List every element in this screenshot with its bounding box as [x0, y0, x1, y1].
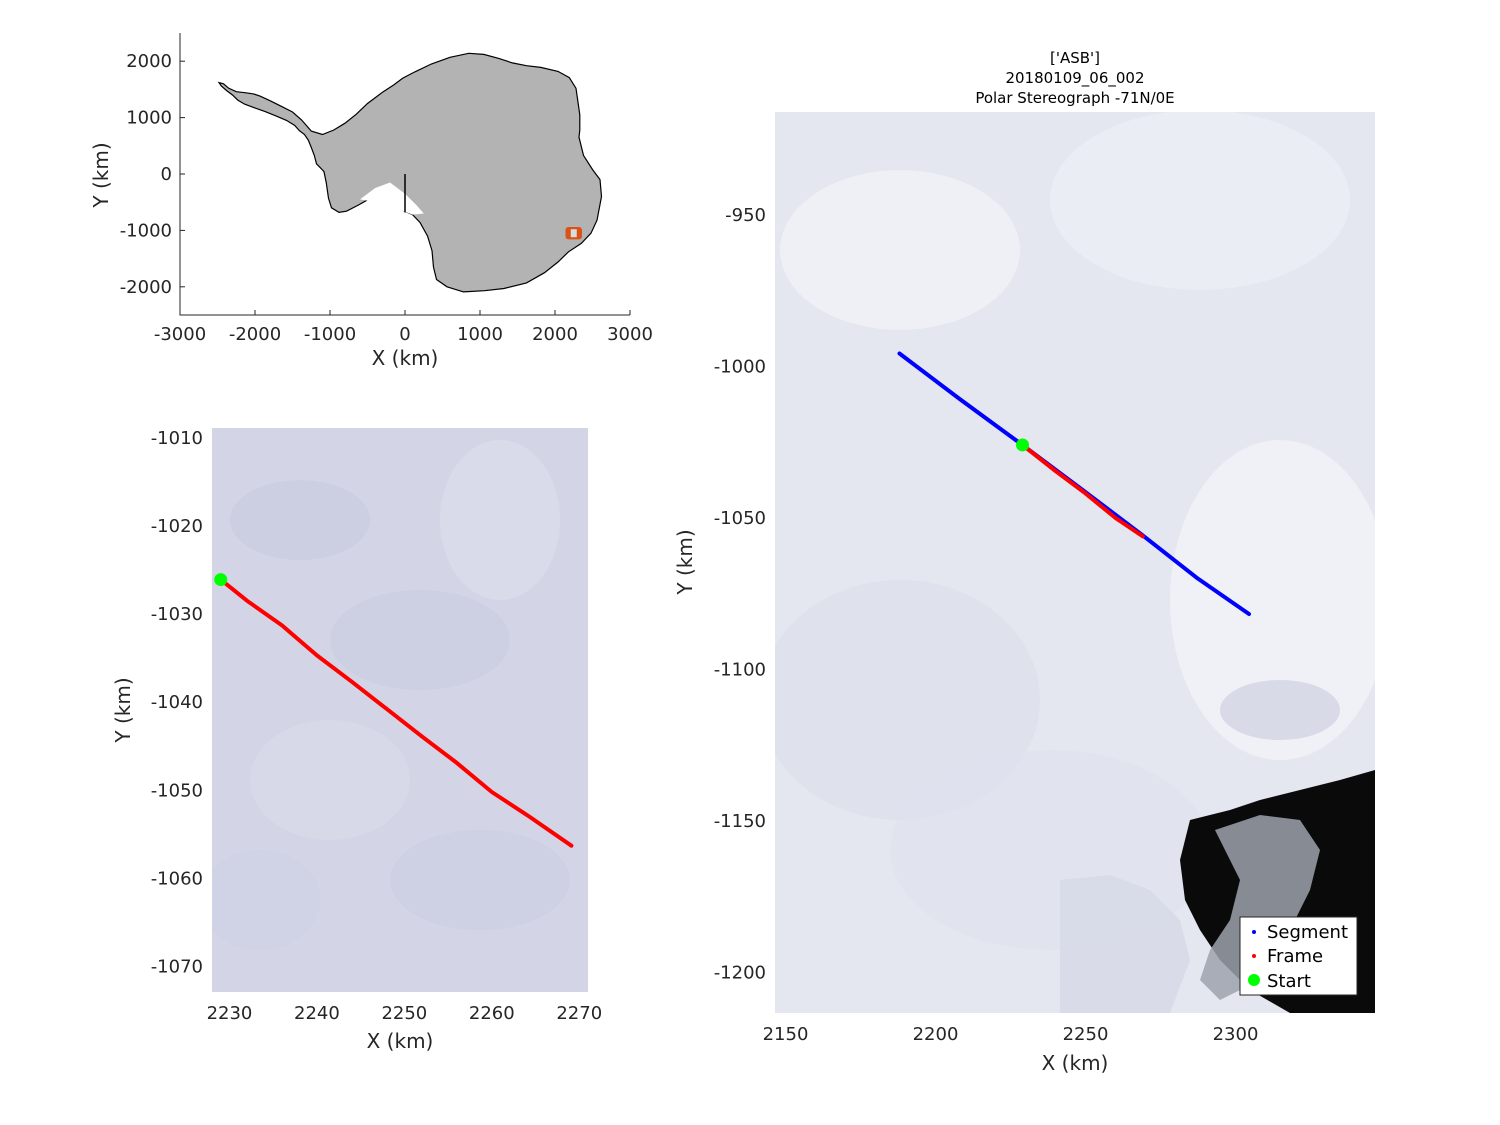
overview-x-tick-label: -3000: [154, 324, 206, 345]
frame-x-label: X (km): [367, 1029, 434, 1053]
overview-y-tick-label: 0: [161, 164, 172, 185]
overview-y-tick-label: -1000: [120, 220, 172, 241]
main-y-tick-label: -950: [725, 205, 766, 226]
legend-frame-marker: [1252, 954, 1256, 958]
overview-y-label: Y (km): [89, 142, 113, 208]
main-y-tick-label: -1200: [714, 962, 766, 983]
legend-start-marker: [1248, 974, 1260, 986]
frame-x-tick-label: 2260: [469, 1003, 515, 1024]
frame-x-tick-label: 2250: [381, 1003, 427, 1024]
overview-map: -3000 -2000 -1000 0 1000 2000 3000 -2000 -1000 0…: [89, 33, 653, 370]
main-title-line-2: 20180109_06_002: [1005, 69, 1144, 88]
ross-embayment: [360, 182, 424, 215]
main-y-tick-label: -1100: [714, 660, 766, 681]
sea-ice: [1200, 815, 1320, 1000]
frame-y-tick-label: -1010: [151, 428, 203, 449]
frame-y-tick-label: -1060: [151, 868, 203, 889]
frame-y-tick-label: -1030: [151, 604, 203, 625]
main-y-ticks: -950 -1000 -1050 -1100 -1150 -1200: [714, 205, 766, 983]
frame-plot: 2230 2240 2250 2260 2270 -1010 -1020 -1030 -104…: [111, 428, 602, 1053]
legend-segment-label: Segment: [1267, 922, 1348, 943]
main-x-tick-label: 2150: [763, 1024, 809, 1045]
main-x-tick-label: 2300: [1213, 1024, 1259, 1045]
overview-plot-area: [217, 52, 603, 293]
overview-x-tick-label: 3000: [607, 324, 653, 345]
frame-x-ticks: 2230 2240 2250 2260 2270: [207, 1003, 603, 1024]
frame-y-tick-label: -1040: [151, 692, 203, 713]
frame-frame-line: [218, 577, 574, 848]
main-x-tick-label: 2250: [1063, 1024, 1109, 1045]
region-box-center: [570, 229, 577, 238]
frame-series: [214, 573, 574, 848]
overview-x-ticks: -3000 -2000 -1000 0 1000 2000 3000: [154, 310, 653, 345]
ice-shelf-edge: [1060, 875, 1190, 1013]
frame-y-tick-label: -1020: [151, 516, 203, 537]
main-y-tick-label: -1000: [714, 357, 766, 378]
main-y-tick-label: -1050: [714, 508, 766, 529]
main-x-label: X (km): [1042, 1051, 1109, 1075]
frame-y-ticks: -1010 -1020 -1030 -1040 -1050 -1060 -1070: [151, 428, 203, 978]
overview-x-tick-label: -2000: [229, 324, 281, 345]
overview-x-tick-label: -1000: [304, 324, 356, 345]
overview-x-tick-label: 0: [399, 324, 410, 345]
overview-x-label: X (km): [372, 346, 439, 370]
overview-y-tick-label: 2000: [126, 51, 172, 72]
frame-y-tick-label: -1050: [151, 780, 203, 801]
overview-y-tick-label: -2000: [120, 277, 172, 298]
overview-x-tick-label: 1000: [457, 324, 503, 345]
frame-x-tick-label: 2240: [294, 1003, 340, 1024]
legend-start-label: Start: [1267, 971, 1311, 992]
main-title-line-3: Polar Stereograph -71N/0E: [975, 89, 1174, 107]
legend-segment-marker: [1252, 930, 1256, 934]
main-start-marker: [1016, 438, 1029, 452]
legend: Segment Frame Start: [1239, 916, 1358, 996]
main-x-ticks: 2150 2200 2250 2300: [763, 1024, 1259, 1045]
overview-y-ticks: -2000 -1000 0 1000 2000: [120, 51, 185, 298]
frame-x-tick-label: 2270: [556, 1003, 602, 1024]
legend-frame-label: Frame: [1267, 946, 1323, 967]
main-series: [897, 351, 1251, 616]
main-frame-line: [1020, 443, 1145, 539]
frame-y-tick-label: -1070: [151, 957, 203, 978]
main-texture: [775, 112, 1375, 1013]
main-x-tick-label: 2200: [913, 1024, 959, 1045]
frame-y-label: Y (km): [111, 677, 135, 743]
frame-texture: [212, 440, 570, 950]
frame-x-tick-label: 2230: [207, 1003, 253, 1024]
main-y-label: Y (km): [673, 529, 697, 595]
overview-x-tick-label: 2000: [532, 324, 578, 345]
main-y-tick-label: -1150: [714, 811, 766, 832]
frame-start-marker: [214, 573, 228, 587]
main-plot: ['ASB'] 20180109_06_002 Polar Stereograp…: [673, 49, 1375, 1075]
overview-y-tick-label: 1000: [126, 108, 172, 129]
antarctica-landmass: [217, 52, 603, 293]
main-title-line-1: ['ASB']: [1050, 49, 1100, 67]
